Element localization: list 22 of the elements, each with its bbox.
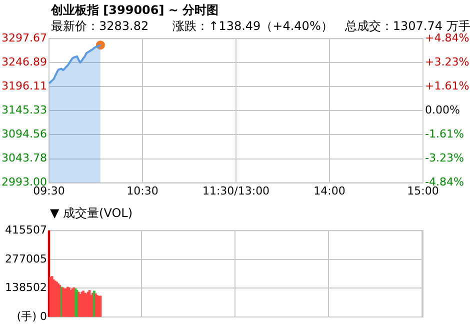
y-tick-label: (手) 0 [16,310,47,323]
y2-tick-label: +1.61% [425,80,470,93]
y-tick-label: 3043.78 [2,152,47,165]
y-tick-label: 3145.33 [2,104,47,117]
y-tick-label: 3246.89 [2,55,47,68]
x-tick-label: 10:30 [126,184,158,198]
chart-subtitle: 最新价：3283.82 涨跌：↑138.49（+4.40%） 总成交：1307.74 万手 [51,18,470,33]
y-tick-label: 277005 [5,252,47,266]
y-tick-label: 415507 [5,223,47,236]
chart-title: 创业板指 [399006] ~ 分时图 [51,2,219,19]
y-tick-label: 138502 [5,281,47,294]
y-tick-label: 3196.11 [2,80,47,93]
y-tick-label: 3094.56 [2,128,47,141]
y-tick-label: 3297.67 [2,31,47,44]
x-tick-label: 11:30/13:00 [202,184,270,198]
y2-tick-label: -3.23% [425,152,464,165]
x-tick-label: 14:00 [314,184,346,198]
y2-tick-label: +3.23% [425,55,470,68]
chart-title: ▼ 成交量(VOL) [50,205,133,222]
y2-tick-label: +4.84% [425,31,470,44]
y2-tick-label: -1.61% [425,128,464,141]
y2-tick-label: 0.00% [425,104,460,117]
